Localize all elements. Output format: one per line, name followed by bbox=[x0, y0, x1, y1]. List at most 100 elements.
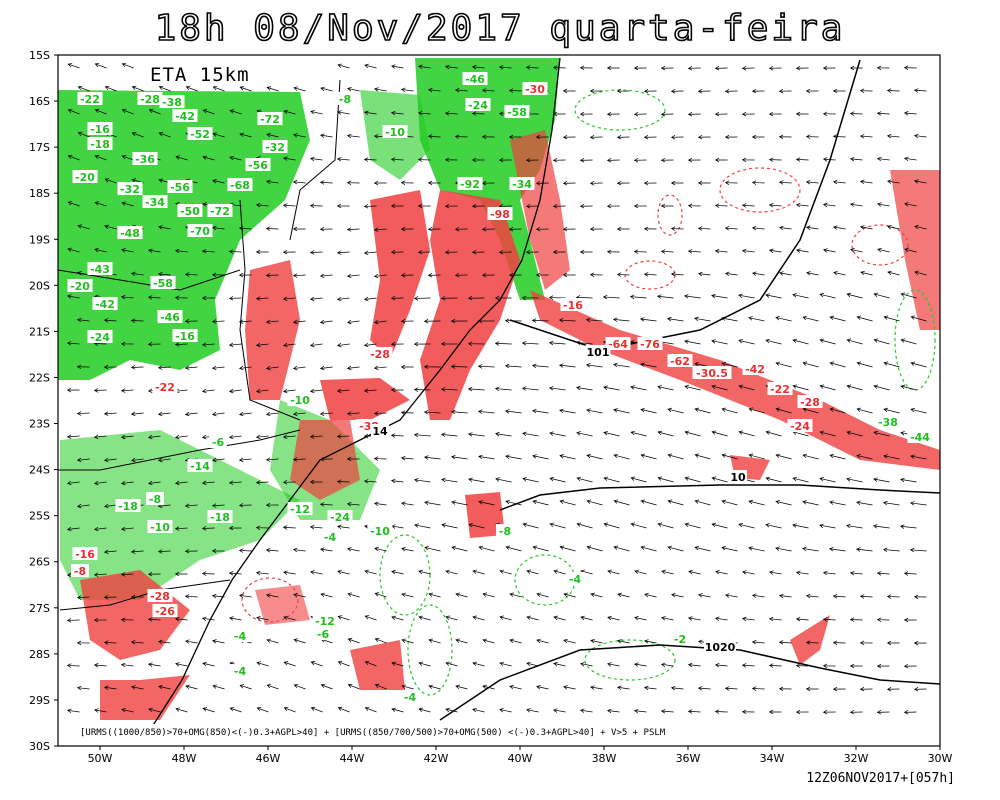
contour-label: -24 bbox=[330, 511, 350, 524]
wind-arrow bbox=[846, 523, 863, 529]
wind-arrow bbox=[509, 638, 522, 644]
contour-label: -24 bbox=[468, 99, 488, 112]
wind-arrow bbox=[741, 709, 755, 715]
wind-arrow bbox=[255, 570, 269, 576]
wind-arrow bbox=[423, 364, 441, 370]
label-box bbox=[87, 137, 113, 150]
wind-arrow bbox=[909, 547, 927, 553]
wind-arrow bbox=[184, 503, 198, 508]
contour-label: -8 bbox=[74, 565, 86, 578]
wind-arrow bbox=[282, 203, 296, 208]
wind-arrow bbox=[148, 707, 161, 713]
wind-arrow bbox=[292, 411, 306, 417]
wind-arrow bbox=[640, 362, 657, 368]
wind-arrow bbox=[451, 455, 468, 460]
label-box bbox=[150, 276, 176, 289]
wind-arrow bbox=[336, 524, 350, 530]
wind-arrow bbox=[93, 617, 107, 623]
contour-label: -18 bbox=[210, 511, 230, 524]
wind-arrow bbox=[467, 432, 485, 437]
wind-arrow bbox=[498, 250, 512, 255]
wind-arrow bbox=[283, 615, 296, 621]
wind-arrow bbox=[873, 430, 890, 437]
label-box bbox=[767, 382, 793, 395]
wind-arrow bbox=[130, 411, 144, 417]
wind-arrow bbox=[633, 112, 647, 117]
wind-arrow bbox=[606, 203, 620, 209]
wind-arrow bbox=[873, 292, 890, 299]
wind-arrow bbox=[292, 457, 306, 462]
wind-arrow bbox=[795, 617, 809, 622]
wind-arrow bbox=[494, 341, 512, 346]
wind-arrow bbox=[559, 545, 576, 552]
wind-arrow bbox=[644, 639, 657, 644]
wind-arrow bbox=[694, 316, 711, 322]
wind-arrow bbox=[157, 457, 171, 463]
wind-arrow bbox=[549, 522, 566, 529]
wind-arrow bbox=[562, 181, 576, 186]
wind-arrow bbox=[643, 272, 657, 277]
wind-arrow bbox=[522, 477, 539, 483]
wind-arrow bbox=[697, 271, 711, 277]
wind-arrow bbox=[536, 638, 549, 644]
wind-arrow bbox=[455, 592, 468, 598]
wind-arrow bbox=[531, 363, 549, 369]
label-box bbox=[401, 690, 419, 703]
wind-arrow bbox=[494, 295, 512, 301]
contour-label: -10 bbox=[370, 525, 390, 538]
wind-arrow bbox=[175, 662, 188, 667]
wind-arrow bbox=[174, 342, 188, 347]
wind-arrow bbox=[670, 226, 684, 231]
wind-arrow bbox=[498, 157, 512, 163]
wind-arrow bbox=[822, 111, 836, 117]
wind-arrow bbox=[536, 685, 549, 690]
contour-label: -38 bbox=[878, 416, 898, 429]
wind-arrow bbox=[428, 638, 441, 644]
wind-arrow bbox=[876, 663, 890, 669]
wind-arrow bbox=[508, 88, 522, 93]
wind-arrow bbox=[120, 434, 134, 440]
wind-arrow bbox=[526, 569, 539, 575]
red-area bbox=[370, 190, 430, 360]
label-box bbox=[172, 329, 198, 342]
wind-arrow bbox=[694, 545, 711, 552]
wind-arrow bbox=[373, 180, 387, 186]
wind-arrow bbox=[660, 157, 674, 163]
contour-label: -16 bbox=[563, 299, 583, 312]
contour-label: -28 bbox=[800, 396, 820, 409]
wind-arrow bbox=[363, 388, 377, 393]
wind-arrow bbox=[532, 545, 549, 552]
wind-arrow bbox=[66, 480, 80, 486]
wind-arrow bbox=[580, 662, 593, 667]
wind-arrow bbox=[741, 616, 755, 622]
wind-arrow bbox=[903, 571, 917, 576]
wind-arrow bbox=[390, 296, 404, 301]
wind-arrow bbox=[643, 88, 657, 94]
wind-arrow bbox=[606, 158, 620, 163]
wind-arrow bbox=[607, 662, 620, 667]
contour-label: -4 bbox=[234, 630, 247, 643]
wind-arrow bbox=[67, 63, 80, 69]
wind-arrow bbox=[823, 248, 836, 253]
contour-label: -8 bbox=[499, 525, 511, 538]
wind-arrow bbox=[886, 88, 900, 93]
wind-arrow bbox=[441, 477, 458, 483]
label-box bbox=[207, 204, 233, 217]
wind-arrow bbox=[805, 686, 819, 692]
contour-label: -22 bbox=[155, 381, 175, 394]
wind-arrow bbox=[103, 318, 117, 323]
label-box bbox=[231, 664, 249, 677]
contour bbox=[851, 224, 909, 266]
red-area bbox=[530, 290, 940, 470]
wind-arrow bbox=[66, 708, 80, 713]
wind-arrow bbox=[347, 86, 360, 92]
wind-arrow bbox=[590, 592, 603, 598]
wind-arrow bbox=[779, 271, 792, 276]
wind-arrow bbox=[904, 202, 917, 207]
label-box bbox=[312, 614, 338, 627]
wind-arrow bbox=[147, 480, 161, 486]
wind-arrow bbox=[481, 227, 495, 232]
wind-arrow bbox=[822, 65, 836, 71]
label-box bbox=[132, 152, 158, 165]
wind-arrow bbox=[616, 180, 630, 186]
